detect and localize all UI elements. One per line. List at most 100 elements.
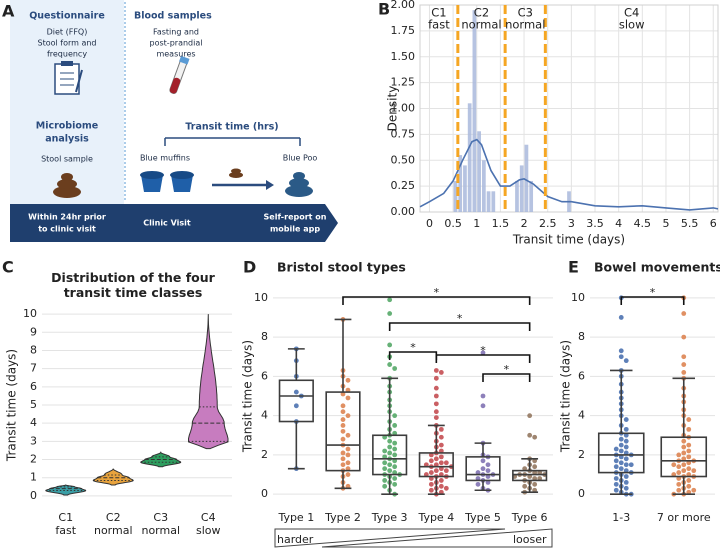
data-point: [428, 481, 434, 487]
class-label: normal: [461, 18, 501, 32]
x-tick-label: 3: [568, 217, 575, 230]
data-point: [475, 481, 481, 487]
diagram-text: Fasting and: [153, 28, 199, 37]
x-tick-label: 7 or more: [657, 511, 711, 524]
data-point: [676, 464, 682, 470]
data-point: [345, 452, 351, 458]
chart-title: Bristol stool types: [277, 260, 406, 275]
violin: [92, 468, 134, 486]
data-point: [428, 458, 434, 464]
y-tick-label: 4: [578, 409, 585, 422]
box: [465, 456, 501, 482]
data-point: [438, 442, 444, 448]
timeline-text: Within 24hr prior: [28, 213, 106, 222]
y-axis-label: Transit time (days): [559, 340, 573, 453]
data-point: [623, 485, 629, 491]
x-tick-label: 0.5: [444, 217, 462, 230]
x-tick-label: 1.5: [492, 217, 510, 230]
data-point: [438, 370, 444, 375]
significance-label: *: [480, 344, 486, 357]
data-point: [686, 454, 692, 460]
x-tick-label: 5: [662, 217, 669, 230]
data-point: [392, 446, 398, 452]
timeline-bar: [10, 204, 338, 242]
data-point: [480, 458, 486, 464]
scale-label: looser: [513, 533, 547, 546]
data-point: [480, 403, 486, 409]
data-point: [527, 432, 533, 438]
histogram-bar: [472, 10, 477, 212]
data-point: [387, 468, 393, 474]
x-tick-label: 0: [426, 217, 433, 230]
diagram-heading: Questionnaire: [29, 11, 105, 22]
data-point: [392, 452, 398, 458]
clipboard-icon: [54, 61, 83, 95]
scale-label: harder: [277, 533, 314, 546]
violin: [188, 314, 229, 450]
x-tick-label: 2.5: [539, 217, 557, 230]
stool-icon: [53, 173, 81, 198]
y-tick-label: 0.25: [391, 179, 416, 192]
timeline-text: Self-report on: [264, 213, 327, 222]
data-point: [676, 470, 682, 475]
box: [278, 379, 314, 423]
data-point: [686, 442, 692, 448]
significance-bracket: [620, 296, 685, 305]
data-point: [392, 423, 398, 428]
x-tick-label: C1: [58, 511, 73, 524]
data-point: [438, 483, 444, 489]
x-tick-label: 6: [710, 217, 717, 230]
data-point: [618, 448, 624, 454]
histogram-bar: [486, 191, 491, 212]
data-point: [433, 375, 439, 381]
data-point: [340, 417, 346, 422]
x-tick-sublabel: slow: [196, 524, 221, 537]
diagram-heading: analysis: [45, 134, 89, 145]
box: [372, 434, 408, 476]
data-point: [681, 370, 687, 375]
y-tick-label: 8: [30, 343, 37, 356]
data-point: [623, 474, 629, 479]
data-point: [387, 311, 393, 316]
data-point: [485, 468, 491, 474]
diagram-heading: Microbiome: [36, 121, 98, 132]
x-tick-label: Type 3: [371, 511, 408, 524]
blood-tube-icon: [169, 55, 190, 94]
data-point: [671, 462, 677, 468]
data-point: [392, 366, 398, 371]
data-point: [340, 436, 346, 442]
data-point: [438, 434, 444, 440]
data-point: [623, 438, 629, 444]
diagram-text: Stool form and: [37, 39, 96, 48]
box: [660, 436, 708, 478]
data-point: [681, 438, 687, 444]
x-tick-label: 3.5: [586, 217, 604, 230]
class-label: fast: [428, 18, 450, 32]
data-point: [480, 466, 486, 472]
data-point: [480, 393, 486, 399]
x-tick-sublabel: fast: [55, 524, 76, 537]
data-point: [433, 401, 439, 407]
y-tick-label: 1.00: [391, 102, 416, 115]
data-point: [522, 483, 528, 489]
violin: [45, 484, 87, 496]
data-point: [613, 476, 619, 481]
diagram-text: frequency: [47, 50, 87, 59]
data-point: [387, 438, 393, 444]
box: [418, 452, 454, 478]
data-point: [392, 481, 398, 487]
histogram-bar: [458, 155, 463, 212]
data-point: [686, 466, 692, 472]
histogram-bar: [529, 180, 534, 212]
histogram-bar: [453, 180, 458, 212]
data-point: [623, 426, 629, 432]
data-point: [340, 450, 346, 456]
data-point: [392, 413, 398, 419]
x-axis-label: Transit time (days): [512, 233, 625, 247]
data-point: [613, 458, 619, 464]
y-tick-label: 1.75: [391, 24, 416, 37]
histogram-bar: [463, 165, 467, 212]
panel-label: B: [378, 0, 390, 19]
x-tick-sublabel: normal: [94, 524, 133, 537]
